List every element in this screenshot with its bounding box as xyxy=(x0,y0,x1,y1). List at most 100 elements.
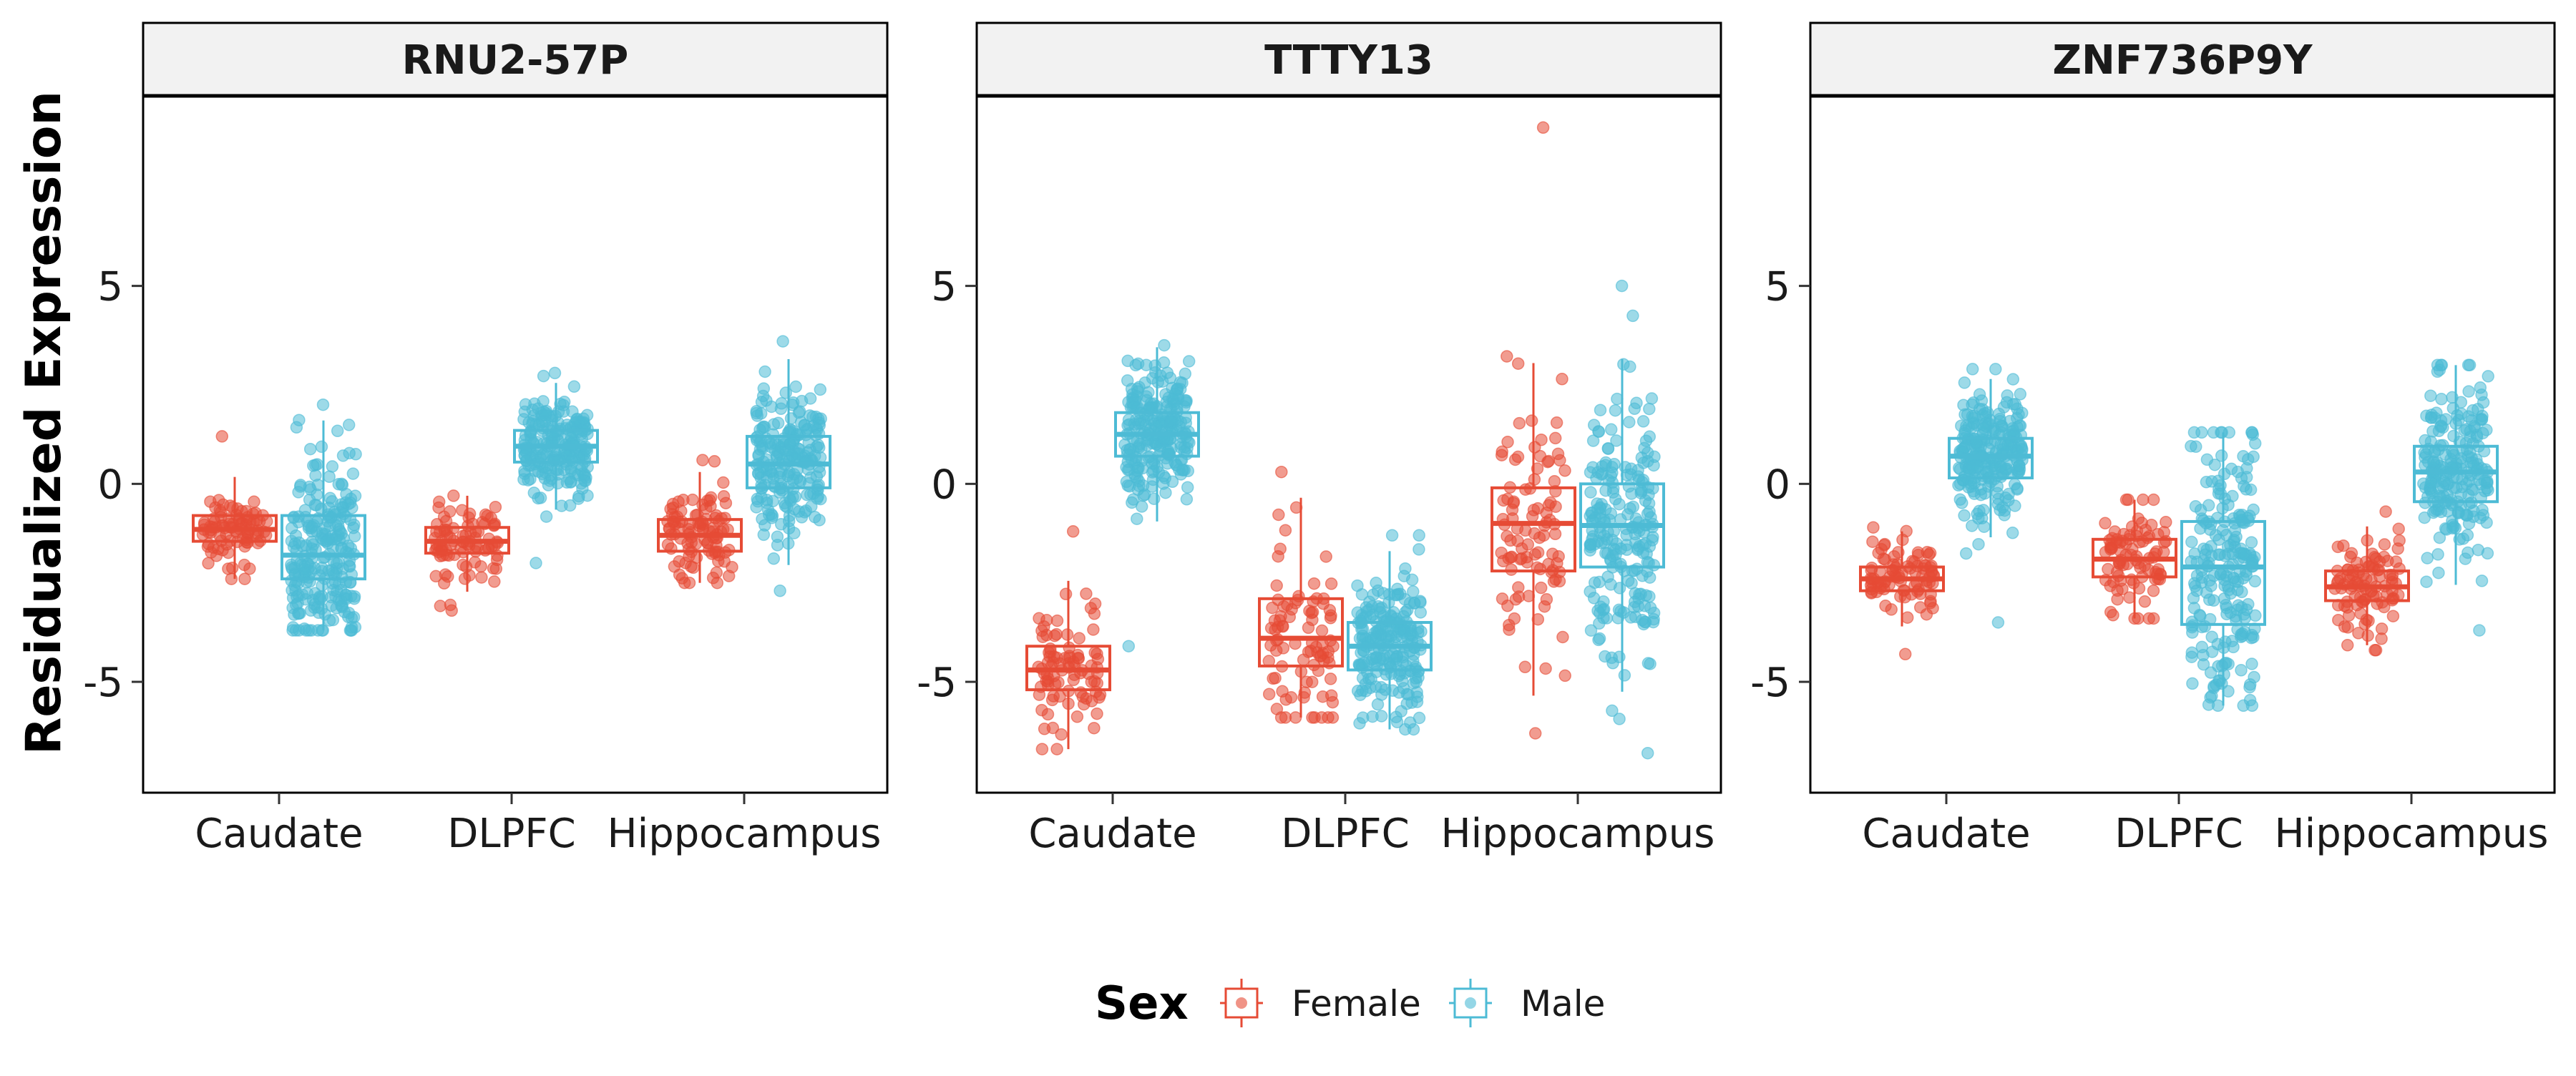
data-point xyxy=(701,537,714,549)
data-point xyxy=(1088,607,1101,620)
box-dlpfc-male xyxy=(1347,529,1433,736)
data-point xyxy=(2477,426,2489,440)
data-point xyxy=(474,559,487,573)
data-point xyxy=(1122,414,1136,426)
data-point xyxy=(1966,519,1979,532)
data-point xyxy=(756,389,770,403)
data-point xyxy=(1121,455,1135,469)
data-point xyxy=(1159,486,1172,499)
data-point xyxy=(2002,487,2015,501)
data-point xyxy=(2160,516,2172,529)
data-point xyxy=(2378,538,2391,551)
legend-key-female xyxy=(1220,979,1263,1027)
data-point xyxy=(488,575,501,588)
data-point xyxy=(1966,398,1979,411)
data-point xyxy=(1324,672,1337,685)
data-point xyxy=(2186,626,2199,639)
data-point xyxy=(1390,650,1403,663)
data-point xyxy=(2421,552,2434,564)
data-point xyxy=(1390,715,1404,728)
data-point xyxy=(1644,657,1657,670)
data-point xyxy=(1626,309,1639,323)
data-point xyxy=(1511,450,1525,464)
data-point xyxy=(1618,669,1631,682)
data-point xyxy=(1067,673,1080,687)
data-point xyxy=(1044,645,1057,658)
data-point xyxy=(1628,402,1641,416)
box-dlpfc-female xyxy=(424,489,510,617)
data-point xyxy=(1551,447,1565,461)
data-point xyxy=(708,455,721,468)
box-dlpfc-female xyxy=(2092,493,2177,625)
data-point xyxy=(1297,653,1310,666)
data-point xyxy=(1367,588,1380,601)
data-point xyxy=(2190,584,2203,597)
data-point xyxy=(1528,548,1542,561)
data-point xyxy=(1924,597,1937,610)
data-point xyxy=(1613,713,1626,725)
data-point xyxy=(710,566,723,579)
data-point xyxy=(1558,464,1571,477)
data-point xyxy=(565,464,577,477)
data-point xyxy=(2231,583,2244,597)
data-point xyxy=(1641,746,1654,760)
data-point xyxy=(1592,425,1606,439)
data-point xyxy=(1370,665,1383,678)
data-point xyxy=(754,466,767,479)
data-point xyxy=(1050,743,1063,755)
data-point xyxy=(812,441,826,454)
box-dlpfc-female xyxy=(1258,465,1344,724)
data-point xyxy=(1085,695,1098,708)
data-point xyxy=(1055,728,1068,741)
data-point xyxy=(2009,499,2021,512)
data-point xyxy=(336,541,348,554)
point-group xyxy=(1118,338,1196,652)
data-point xyxy=(2215,449,2228,462)
data-point xyxy=(2220,529,2233,542)
data-point xyxy=(289,529,303,542)
data-point xyxy=(2185,650,2198,663)
data-point xyxy=(2369,552,2383,565)
data-point xyxy=(1519,524,1532,537)
data-point xyxy=(1150,419,1163,433)
data-point xyxy=(2447,429,2460,443)
data-point xyxy=(1996,501,2009,514)
x-tick-label: Caudate xyxy=(1028,811,1196,857)
data-point xyxy=(1365,652,1379,666)
data-point xyxy=(1613,582,1626,595)
data-point xyxy=(1643,402,1656,416)
y-tick-label: 0 xyxy=(1765,461,1790,508)
data-point xyxy=(711,576,724,590)
data-point xyxy=(444,598,457,612)
box-iqr xyxy=(1258,597,1344,667)
data-point xyxy=(1122,640,1136,652)
data-point xyxy=(1638,441,1651,455)
data-point xyxy=(2006,527,2019,539)
data-point xyxy=(325,590,338,604)
data-point xyxy=(1647,459,1660,472)
data-point xyxy=(436,549,449,562)
panel-0: RNU2-57P 5 0 -5 Caudate DLPFC Hippocampus xyxy=(83,21,889,857)
data-point xyxy=(2373,570,2386,583)
data-point xyxy=(1080,587,1093,600)
data-point xyxy=(2341,639,2354,652)
data-point xyxy=(1316,690,1330,703)
data-point xyxy=(1991,616,2005,629)
data-point xyxy=(1176,464,1189,476)
data-point xyxy=(1038,723,1051,735)
data-point xyxy=(1413,711,1426,725)
data-point xyxy=(1050,614,1064,627)
data-point xyxy=(2012,459,2026,472)
data-point xyxy=(813,416,826,429)
data-point xyxy=(2245,536,2258,549)
data-point xyxy=(1878,537,1891,551)
data-point xyxy=(1977,421,1991,434)
data-point xyxy=(2392,522,2405,536)
data-point xyxy=(2205,475,2218,488)
data-point xyxy=(1533,531,1546,544)
data-point xyxy=(2187,426,2201,439)
data-point xyxy=(1272,508,1285,522)
legend: Sex Female Male xyxy=(1095,977,1605,1030)
data-point xyxy=(2204,691,2217,704)
